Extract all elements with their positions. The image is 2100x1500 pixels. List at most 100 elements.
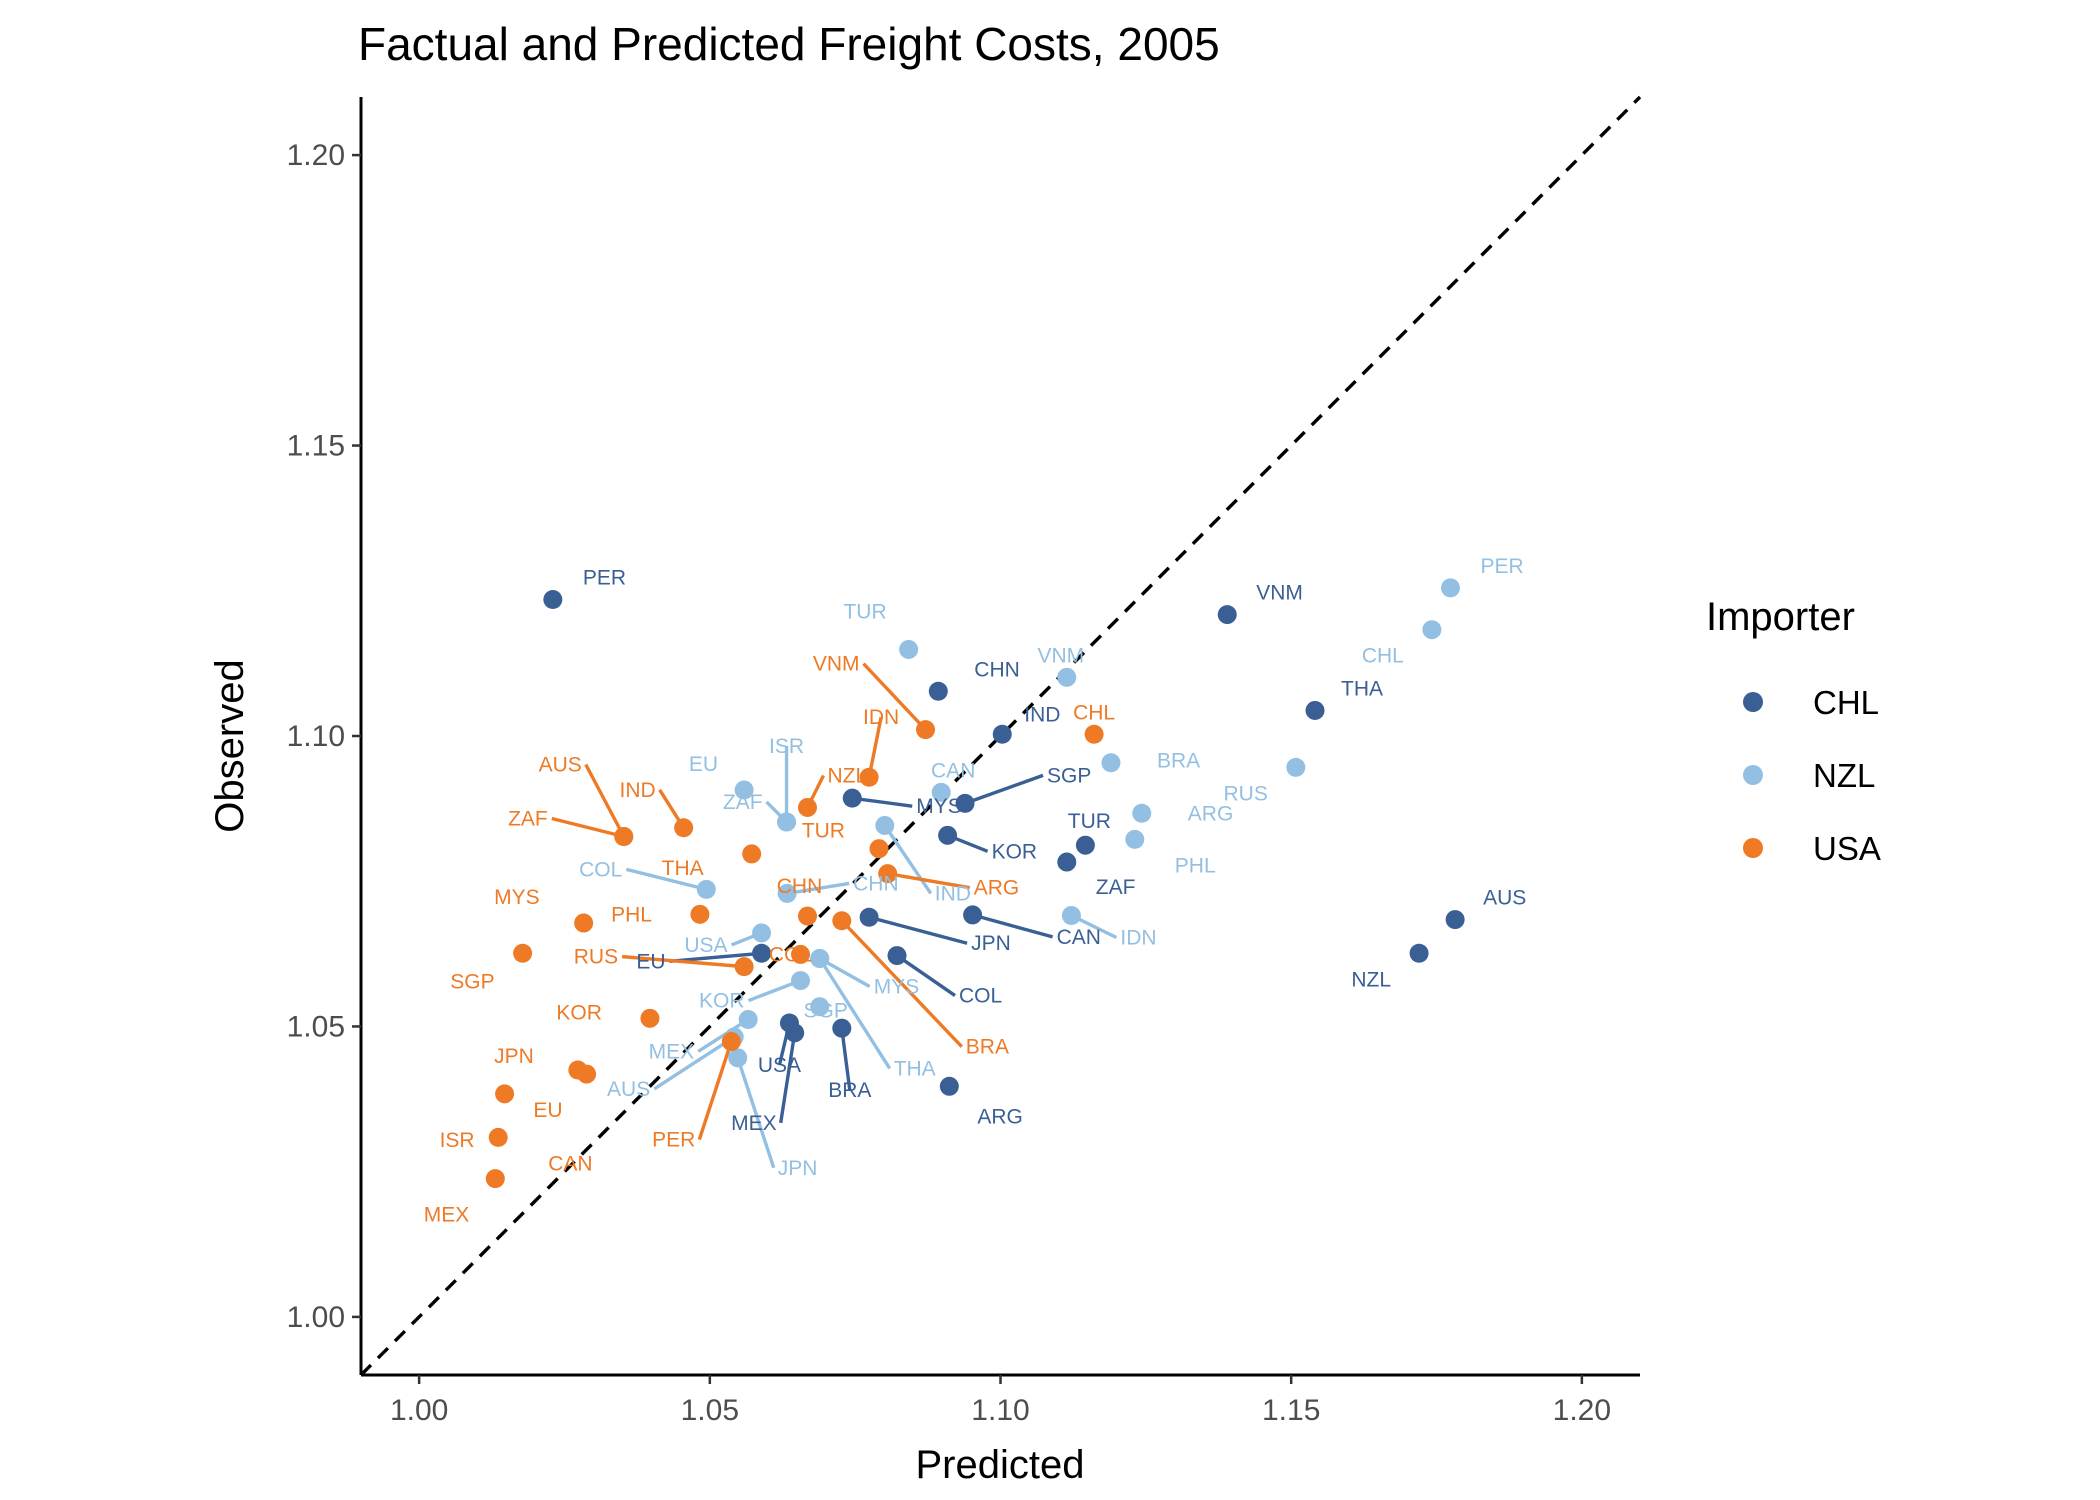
data-point	[1409, 943, 1429, 963]
point-label: VNM	[1037, 644, 1084, 667]
point-label: ARG	[977, 1105, 1023, 1128]
x-tick-label: 1.10	[971, 1394, 1029, 1427]
point-label: TUR	[802, 820, 845, 843]
point-label: CAN	[931, 759, 975, 782]
label-connector	[653, 1035, 736, 1091]
point-label: THA	[894, 1057, 936, 1080]
point-label: NZL	[827, 764, 867, 787]
data-point	[513, 943, 533, 963]
data-point	[963, 905, 983, 925]
label-connector	[972, 913, 1054, 939]
point-label: JPN	[971, 932, 1011, 955]
point-label: ARG	[1188, 802, 1234, 825]
label-connector	[551, 816, 625, 839]
point-label: VNM	[1256, 582, 1303, 605]
point-label: CAN	[548, 1152, 592, 1175]
point-label: IND	[1024, 703, 1060, 726]
data-point	[777, 883, 797, 903]
data-point	[1445, 910, 1465, 930]
point-label: RUS	[574, 946, 618, 969]
data-point	[899, 639, 919, 659]
point-label: PER	[1480, 555, 1523, 578]
data-point	[495, 1084, 515, 1104]
label-connector	[964, 773, 1044, 805]
data-point	[887, 946, 907, 966]
data-point	[485, 1169, 505, 1189]
y-tick-label: 1.15	[287, 430, 345, 463]
point-label: COL	[769, 943, 812, 966]
data-point	[640, 1008, 660, 1028]
point-label: MEX	[731, 1112, 777, 1135]
x-tick-label: 1.20	[1553, 1394, 1611, 1427]
data-point	[931, 782, 951, 802]
point-label: COL	[959, 985, 1002, 1008]
legend-key	[1743, 765, 1763, 785]
label-connector	[818, 957, 871, 988]
data-point	[832, 911, 852, 931]
point-label: THA	[662, 857, 704, 880]
point-label: CAN	[1057, 926, 1101, 949]
point-label: IDN	[1120, 927, 1156, 950]
y-tick-label: 1.10	[287, 720, 345, 753]
data-point	[690, 904, 710, 924]
data-point	[721, 1032, 741, 1052]
label-connector	[852, 796, 913, 808]
point-label: KOR	[992, 840, 1038, 863]
point-label: THA	[1341, 677, 1383, 700]
data-point	[674, 818, 694, 838]
point-label: PHL	[1175, 854, 1216, 877]
data-point	[869, 839, 889, 859]
data-point	[810, 948, 830, 968]
x-tick-label: 1.00	[390, 1394, 448, 1427]
data-point	[734, 957, 754, 977]
label-connector	[840, 919, 964, 1048]
data-point	[939, 1076, 959, 1096]
data-point	[992, 724, 1012, 744]
point-label: ISR	[440, 1129, 475, 1152]
point-label: EU	[533, 1099, 562, 1122]
point-label: PER	[652, 1129, 695, 1152]
point-label: AUS	[539, 753, 582, 776]
data-point	[928, 681, 948, 701]
x-axis-title: Predicted	[916, 1443, 1085, 1487]
data-point	[810, 997, 830, 1017]
point-label: USA	[758, 1054, 801, 1077]
point-label: BRA	[828, 1079, 871, 1102]
data-point	[1125, 829, 1145, 849]
data-point	[1305, 700, 1325, 720]
data-point	[1057, 667, 1077, 687]
point-label: ZAF	[1096, 876, 1136, 899]
label-connector	[867, 716, 883, 778]
data-point	[488, 1127, 508, 1147]
data-point	[738, 1009, 758, 1029]
data-point	[1057, 852, 1077, 872]
point-label: COL	[579, 858, 622, 881]
point-label: ARG	[974, 877, 1020, 900]
label-connector	[887, 871, 971, 890]
label-connector	[779, 1032, 797, 1124]
x-tick-label: 1.05	[681, 1394, 739, 1427]
point-label: BRA	[966, 1036, 1009, 1059]
data-point	[797, 797, 817, 817]
point-label: CHN	[853, 872, 899, 895]
point-label: IND	[619, 779, 655, 802]
reference-line	[359, 95, 1642, 1377]
data-point	[614, 826, 634, 846]
data-point	[878, 864, 898, 884]
legend-label: USA	[1813, 830, 1881, 867]
point-label: PHL	[611, 903, 652, 926]
point-label: JPN	[778, 1157, 818, 1180]
label-connector	[697, 1018, 750, 1053]
point-label: CHN	[974, 658, 1020, 681]
point-label: JPN	[494, 1045, 534, 1068]
legend-label: NZL	[1813, 757, 1875, 794]
plot-area: 1.00 1.05 1.10 1.15 1.20 1.00 1.05 1.10 1.15 1.20…	[287, 95, 1642, 1427]
data-point	[1132, 803, 1152, 823]
data-point	[859, 907, 879, 927]
point-label: AUS	[607, 1078, 650, 1101]
label-connector	[840, 1027, 852, 1091]
label-connector	[862, 662, 927, 731]
data-point	[696, 879, 716, 899]
data-point	[574, 913, 594, 933]
